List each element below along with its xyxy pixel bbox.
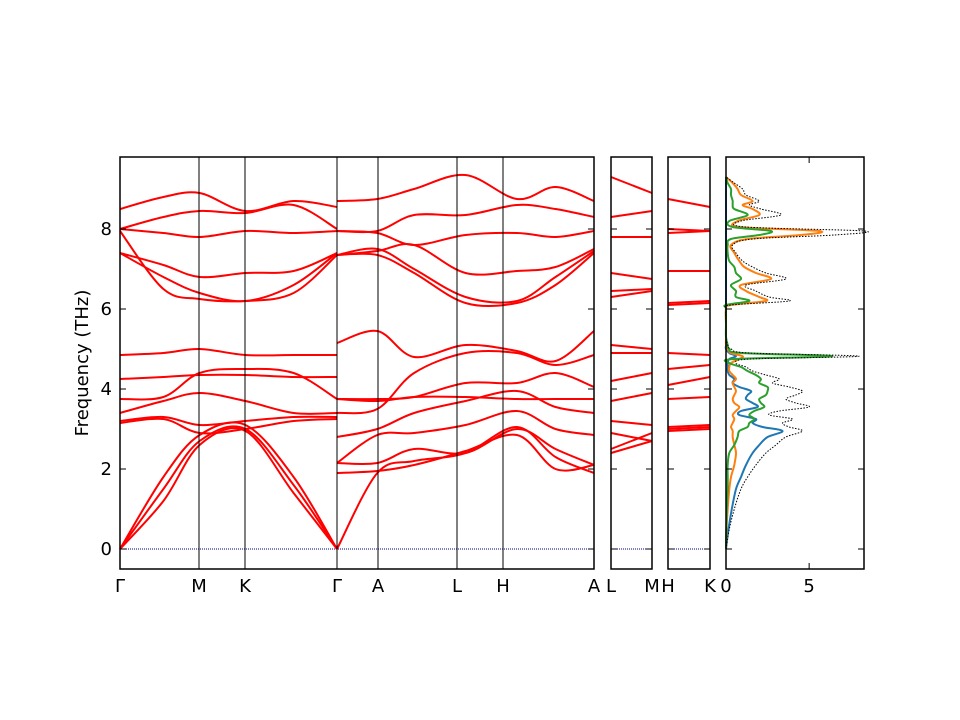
y-tick-label: 2 [101,459,112,480]
band-line [336,247,595,304]
y-tick-label: 0 [101,539,112,560]
band-line [119,252,338,303]
band-line [610,288,653,292]
x-tick-label: K [704,576,717,597]
band-line [610,344,653,350]
band-line [119,391,338,415]
band-line [119,427,338,550]
band-panel-h-k-frame [667,156,711,570]
x-tick-label: Γ [115,576,125,597]
band-line [336,230,595,247]
band-line [119,191,338,213]
band-line [610,210,653,218]
band-line [610,290,653,298]
x-tick-label: H [661,576,675,597]
band-line [119,203,338,230]
band-line [667,352,711,356]
band-line [610,176,653,194]
band-line [336,329,595,363]
band-line [336,173,595,202]
band-line [667,198,711,208]
x-tick-label: Γ [332,576,342,597]
band-line [336,433,595,474]
band-line [119,421,338,550]
dos-total-line [724,176,869,550]
x-tick-label: L [606,576,616,597]
band-line [610,432,653,450]
band-line [336,371,595,401]
band-line [336,425,595,550]
band-line [336,389,595,438]
band-line [336,350,595,415]
band-line [119,417,338,435]
band-line [610,432,653,442]
x-tick-label: H [496,576,510,597]
band-line [610,372,653,382]
x-tick-label: K [239,576,252,597]
band-line [667,396,711,400]
band-line [119,367,338,401]
band-line [336,243,595,276]
band-line [119,230,338,303]
x-tick-label: A [588,576,601,597]
y-tick-label: 6 [101,299,112,320]
band-line [336,395,594,403]
band-line [667,230,711,234]
band-line [119,373,338,380]
dos-panel-frame [725,156,865,570]
dos-series-line [724,176,824,550]
dos-series-line [724,177,784,550]
band-line [667,428,711,432]
band-line [336,427,595,466]
band-line [667,300,711,304]
band-line [610,420,653,426]
band-line [119,347,337,357]
band-panel-main: Γ M K Γ A L H A 0 2 4 6 8 [101,156,601,597]
y-tick-label: 4 [101,379,112,400]
band-panel-l-m-frame [610,156,653,570]
band-line [610,392,653,402]
x-tick-label: M [644,576,660,597]
x-tick-label: M [191,576,207,597]
band-line [610,272,653,280]
dos-x-tick-label: 0 [720,576,731,597]
band-line [667,376,711,386]
band-line [610,440,653,454]
y-tick-label: 8 [101,219,112,240]
band-line [667,424,711,428]
x-tick-label: L [452,576,462,597]
band-line [667,426,711,430]
band-line [119,425,338,550]
band-line [119,228,338,239]
band-line [336,252,595,307]
x-tick-label: A [372,576,385,597]
band-line [336,409,595,464]
band-line [336,203,595,234]
y-axis-label: Frequency (THz) [72,290,93,437]
band-line [667,364,711,370]
band-line [119,252,338,279]
band-panel-main-frame [119,156,595,570]
band-line [667,302,711,306]
dos-x-tick-label: 5 [803,576,814,597]
